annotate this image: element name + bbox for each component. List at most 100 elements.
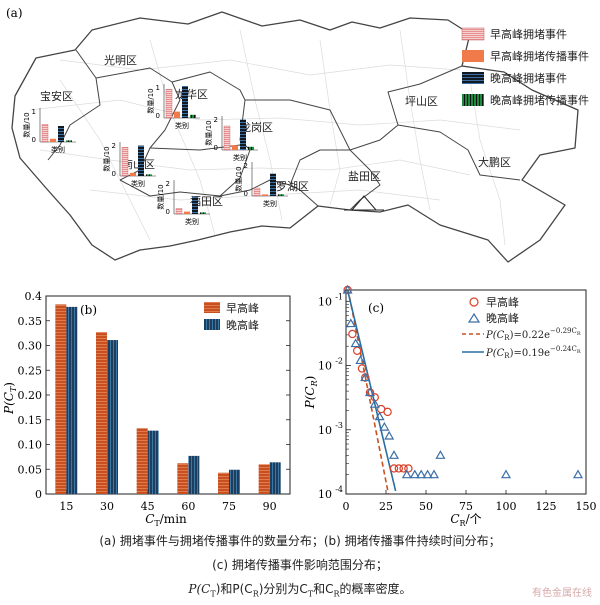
inset-y0: 0: [214, 144, 218, 152]
cap3-p7: 和C: [313, 582, 334, 596]
scatter-point-evening: [374, 411, 385, 421]
scatter-chart-legend: 早高峰 晚高峰 P(CR)=0.22e−0.29CR P(CR)=0.19e−0…: [462, 295, 581, 360]
map-panel: (a): [6, 6, 589, 263]
inset-ylabel: 数量/10: [204, 120, 213, 145]
scatter-point-evening: [379, 421, 390, 431]
compass-arrow: [344, 195, 384, 211]
scatter-point-evening: [342, 284, 353, 294]
inset-ylabel: 数量/10: [146, 88, 155, 113]
scatter-point-morning: [394, 464, 403, 473]
sc-xtick-label: 50: [419, 500, 433, 513]
map-inset-1: 1 0数量/10 类别: [22, 108, 76, 154]
district-label-longhua: 龙华区: [175, 87, 208, 101]
sc-ytick-label: 10: [318, 360, 332, 373]
bar-chart-xlabel: CT/min: [145, 512, 187, 528]
scatter-chart-x-axis: 0 25 50 75 100 125 150: [343, 490, 597, 513]
sc-ylabel-main: P(C: [303, 386, 317, 409]
bar-ytick-label: 0.05: [18, 463, 43, 476]
inset-xlabel: 类别: [175, 121, 189, 130]
inset-ymax: 1: [156, 84, 160, 92]
bar-morning: [96, 332, 107, 494]
sc-legend-marker-evening: [467, 312, 481, 323]
fit1-sub: R: [504, 334, 510, 342]
inset-bar: [232, 145, 238, 150]
scatter-point-morning: [399, 464, 408, 473]
scatter-point-evening: [345, 318, 356, 328]
legend-label-evening-prop: 晚高峰拥堵传播事件: [490, 93, 589, 107]
inset-bar: [270, 173, 276, 196]
bar-ytick-label: 0.35: [18, 315, 43, 328]
inset-bar: [165, 88, 173, 119]
bar-evening: [188, 455, 200, 494]
sc-ytick-exp: -3: [335, 421, 343, 430]
bar-xlabel-sym: C: [145, 512, 154, 526]
bar-chart-x-axis: 15 30 45 60 75 90: [59, 490, 277, 513]
map-inset-4: 2 0数量/10 类别: [102, 142, 156, 188]
sc-xlabel-sub: R: [460, 519, 467, 528]
scatter-point-evening: [369, 399, 380, 408]
sc-xlabel-unit: /个: [466, 512, 482, 526]
fit1-lhs: P(C: [485, 330, 505, 341]
scatter-point-evening: [500, 469, 512, 479]
scatter-point-morning: [404, 464, 413, 473]
inset-bar: [66, 140, 72, 142]
scatter-chart-y-axis: 10-110-210-310-4: [318, 292, 351, 501]
district-label-pingshan: 坪山区: [405, 95, 438, 108]
cap3-p2: T: [210, 589, 216, 599]
bar-evening: [107, 340, 118, 494]
scatter-point-morning: [353, 346, 362, 355]
legend-swatch-evening-prop: [462, 94, 484, 106]
district-label-yantian: 盐田区: [348, 170, 381, 183]
fit1-exp-sub: R: [577, 331, 581, 337]
inset-bar: [41, 124, 49, 143]
bar-morning: [177, 463, 189, 494]
bar-ylabel-main: P(C: [2, 392, 16, 415]
inset-bar: [184, 211, 190, 214]
bar-legend-label-morning: 早高峰: [226, 301, 259, 315]
inset-bar: [240, 119, 246, 150]
cap3-p1: P(C: [188, 582, 211, 596]
sc-ytick-exp: -2: [335, 357, 343, 366]
inset-xlabel: 类别: [51, 145, 65, 154]
bar-chart-legend: 早高峰 晚高峰: [204, 301, 259, 332]
legend-swatch-evening-event: [462, 72, 484, 84]
inset-bar: [278, 194, 284, 196]
sc-xtick-label: 75: [459, 500, 473, 513]
bar-chart-panel-label: (b): [80, 303, 97, 317]
sc-ytick-label: 10: [318, 488, 332, 501]
inset-ymax: 2: [112, 142, 116, 150]
scatter-point-evening: [364, 387, 376, 397]
legend-label-evening-event: 晚高峰拥堵事件: [490, 71, 567, 85]
scatter-point-evening: [409, 469, 420, 479]
bar-evening: [269, 462, 281, 494]
inset-bar: [190, 114, 196, 118]
inset-y0: 0: [32, 136, 36, 144]
scatter-point-evening: [416, 469, 427, 479]
bar-chart-panel: (b) 0 0.05 0.10 0.15 0.20 0.25 0.30 0.35 0.4 15 3…: [2, 290, 291, 528]
bar-legend-label-evening: 晚高峰: [226, 318, 259, 332]
sc-ytick-label: 10: [318, 295, 332, 308]
cap3-p6: T: [307, 589, 314, 599]
inset-y0: 0: [166, 208, 170, 216]
bar-chart-bars: [55, 304, 281, 494]
fit2-exp: −0.24C: [550, 345, 577, 353]
scatter-chart-ylabel: P(CR): [303, 376, 319, 410]
sc-xtick-label: 0: [343, 500, 350, 513]
scatter-point-evening: [435, 450, 446, 459]
inset-bar: [174, 111, 180, 118]
map-inset-5: 2 0数量/10 类别: [156, 180, 210, 226]
cap3-p3: )和P(C: [215, 582, 253, 596]
scatter-chart-panel: (c) 10-110-210-310-4 0 25 50 75 100 125 150 P(…: [303, 284, 597, 528]
inset-ylabel: 数量/10: [156, 184, 165, 209]
bar-ytick-label: 0.10: [18, 439, 43, 452]
inset-bar: [50, 138, 56, 142]
inset-bar: [182, 86, 188, 118]
cap3-p5: )分别为C: [258, 582, 308, 596]
bar-xtick-label: 90: [263, 500, 277, 513]
cap3-p8: R: [333, 589, 340, 599]
sc-legend-marker-morning: [469, 297, 479, 307]
scatter-chart-fit-lines: [346, 289, 397, 494]
scatter-chart-points: [342, 284, 584, 479]
inset-bar: [175, 208, 183, 215]
